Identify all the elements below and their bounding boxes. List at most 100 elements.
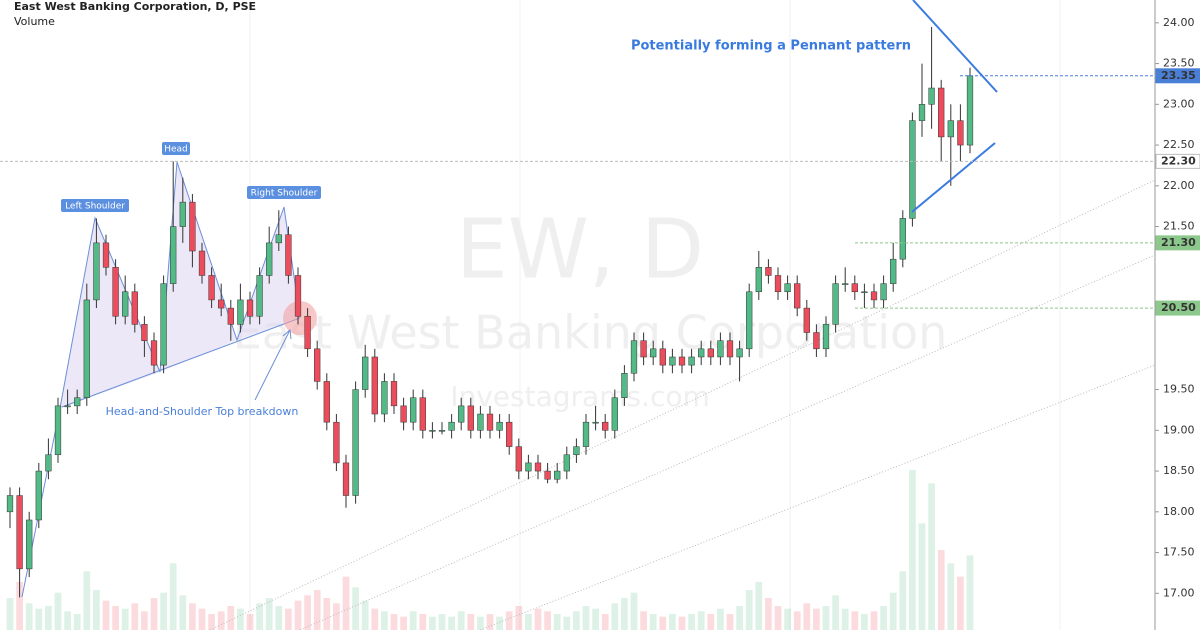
candle-body: [861, 291, 868, 294]
candle-body: [909, 120, 916, 219]
head-shoulders-line: [21, 161, 301, 598]
y-tick-label: 21.50: [1163, 220, 1195, 233]
candle-body: [237, 299, 244, 325]
volume-bar: [918, 523, 926, 630]
candle-body: [698, 348, 705, 358]
volume-bar: [515, 606, 523, 630]
pennant-lower: [911, 142, 996, 213]
candle-body: [659, 348, 666, 366]
candle-body: [218, 299, 225, 309]
volume-bar: [553, 614, 561, 630]
volume-bar: [265, 598, 273, 630]
candle-body: [755, 267, 762, 293]
candle-body: [938, 87, 945, 138]
volume-bar: [726, 614, 734, 630]
candle-body: [554, 470, 561, 480]
pattern-fill: [60, 162, 300, 408]
volume-bar: [640, 611, 647, 630]
candle-body: [640, 340, 647, 358]
candle-body: [352, 389, 359, 496]
volume-bar: [304, 595, 311, 630]
volume-bar: [409, 611, 417, 630]
y-tick-label: 24.00: [1163, 16, 1195, 29]
volume-bar: [803, 603, 811, 630]
candles: [6, 26, 974, 598]
candle-body: [189, 201, 196, 252]
volume-bar: [678, 616, 686, 630]
watermark: Investagrams.com: [450, 380, 710, 413]
candle-body: [650, 348, 657, 358]
volume-bar: [880, 606, 887, 630]
candle-body: [458, 405, 465, 423]
candle-body: [890, 258, 897, 284]
candle-body: [362, 356, 369, 390]
volume-bar: [102, 600, 110, 630]
volume-bar: [765, 598, 772, 630]
candle-body: [563, 454, 570, 472]
volume-bar: [54, 592, 62, 630]
volume-bar: [861, 614, 868, 630]
volume-bar: [35, 608, 43, 630]
candle-body: [851, 283, 858, 293]
volume-bar: [534, 608, 542, 630]
candle-body: [208, 275, 215, 301]
volume-bar: [928, 483, 935, 630]
price-marker-label: 21.30: [1161, 236, 1196, 249]
annotation: Left Shoulder: [65, 202, 125, 212]
price-marker-box: [1155, 300, 1200, 316]
volume-bar: [601, 614, 609, 630]
volume-bar: [237, 608, 244, 630]
candle-body: [390, 381, 398, 407]
candle-body: [842, 283, 849, 285]
volume-bar: [448, 616, 455, 630]
candle-body: [726, 340, 734, 358]
candle-body: [592, 421, 599, 424]
price-marker-label: 22.30: [1161, 154, 1196, 167]
label-box: [162, 142, 190, 155]
price-marker-label: 23.35: [1161, 69, 1196, 82]
volume-bar: [217, 611, 225, 630]
candle-body: [122, 291, 129, 317]
candle-body: [774, 275, 782, 293]
volume-bar: [688, 614, 695, 630]
volume-bar: [208, 614, 215, 630]
volume-bar: [947, 563, 955, 630]
volume-bar: [736, 606, 743, 630]
candle-body: [525, 462, 532, 472]
candle-body: [669, 356, 676, 366]
volume-bar: [275, 606, 283, 630]
volume-bar: [592, 608, 599, 630]
volume-bar: [457, 611, 465, 630]
candle-body: [736, 348, 743, 358]
candle-body: [870, 291, 878, 301]
volume-bar: [582, 606, 590, 630]
candle-body: [410, 397, 417, 423]
candle-body: [131, 291, 138, 325]
grid: [249, 0, 1061, 630]
y-tick-label: 22.50: [1163, 138, 1195, 151]
candle-body: [256, 275, 263, 317]
volume-bar: [889, 592, 897, 630]
candle-body: [333, 421, 340, 464]
candle-body: [467, 405, 474, 431]
candle-body: [928, 87, 935, 105]
trend-lines: [209, 179, 1156, 630]
volume-bar: [73, 614, 81, 630]
legend-bg: [0, 0, 245, 30]
annotation: Head-and-Shoulder Top breakdown: [106, 405, 299, 418]
volume-bar: [112, 606, 119, 630]
annotation: Potentially forming a Pennant pattern: [631, 39, 911, 54]
candle-body: [678, 356, 686, 366]
price-marker-box: [1155, 68, 1200, 84]
candle-body: [35, 470, 42, 521]
candle-body: [198, 250, 206, 276]
volume-bar: [832, 595, 839, 630]
volume-bar: [477, 616, 484, 630]
volume-bar: [957, 576, 964, 630]
candle-body: [707, 348, 714, 358]
candle-body: [342, 462, 350, 496]
candle-body: [285, 234, 292, 276]
candle-body: [170, 226, 177, 284]
candle-body: [429, 430, 436, 432]
volume-bar: [909, 470, 916, 630]
